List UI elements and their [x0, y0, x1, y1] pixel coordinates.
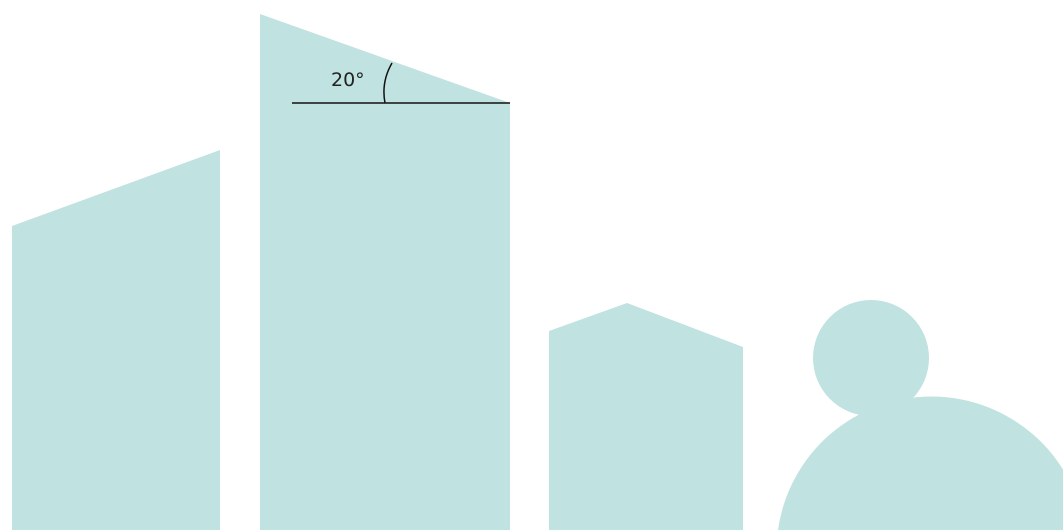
shapes-group: [12, 14, 1063, 530]
angle-arc: [383, 62, 393, 104]
tall-building-shape: [260, 14, 510, 530]
person-body-shape: [778, 396, 1063, 530]
angle-label: 20°: [331, 69, 365, 91]
left-building-shape: [12, 150, 220, 530]
angle-annotation: 20°: [292, 62, 510, 104]
person-head-shape: [813, 300, 929, 416]
small-house-shape: [549, 303, 743, 530]
